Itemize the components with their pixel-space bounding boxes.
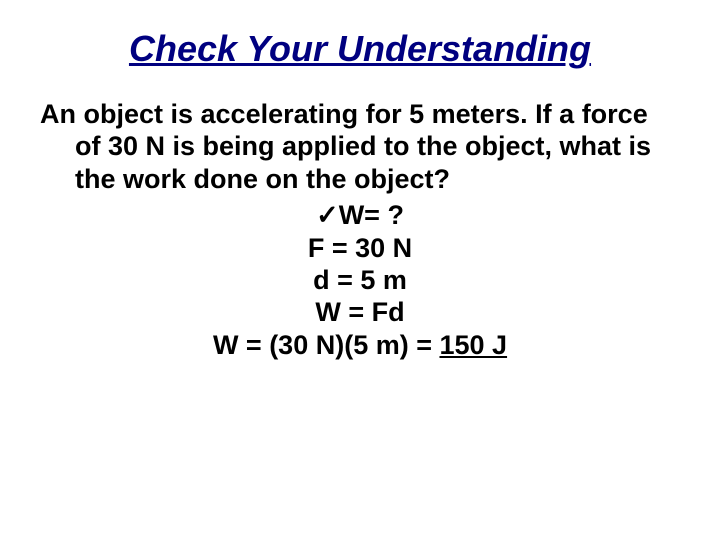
- solution-line: ✓W= ?: [40, 199, 680, 231]
- question-text: An object is accelerating for 5 meters. …: [40, 98, 680, 195]
- final-answer: 150 J: [439, 330, 507, 360]
- solution-text: F = 30 N: [308, 233, 412, 263]
- solution-line: F = 30 N: [40, 232, 680, 264]
- solution-line: W = Fd: [40, 296, 680, 328]
- solution-final-line: W = (30 N)(5 m) = 150 J: [40, 329, 680, 361]
- final-prefix: W = (30 N)(5 m) =: [213, 330, 440, 360]
- solution-block: ✓W= ? F = 30 N d = 5 m W = Fd W = (30 N)…: [40, 199, 680, 361]
- page-title: Check Your Understanding: [40, 28, 680, 70]
- solution-text: W = Fd: [315, 297, 404, 327]
- solution-line: d = 5 m: [40, 264, 680, 296]
- solution-text: d = 5 m: [313, 265, 407, 295]
- check-icon: ✓: [316, 200, 339, 230]
- solution-text: W= ?: [339, 200, 404, 230]
- slide-container: Check Your Understanding An object is ac…: [0, 0, 720, 540]
